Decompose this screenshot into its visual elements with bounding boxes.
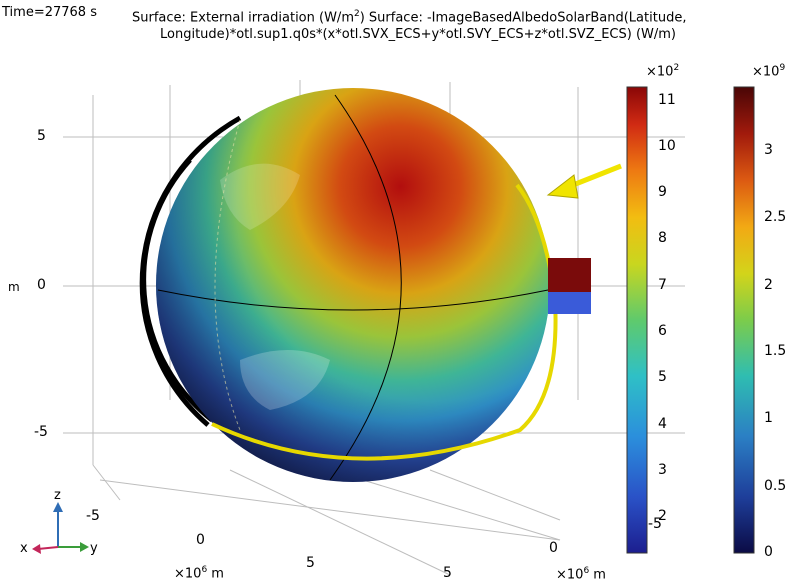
cb1-tick-4: 4 xyxy=(658,416,667,432)
orbit-dark-arc xyxy=(139,115,242,427)
cb2-tick-1.5: 1.5 xyxy=(764,343,787,359)
z-tick-neg5: -5 xyxy=(34,424,48,440)
x-tick-0: 0 xyxy=(196,532,205,548)
triad-x-label: x xyxy=(20,541,28,556)
y-tick-5: 5 xyxy=(443,565,452,581)
y-unit-label: ×106 m xyxy=(556,566,606,583)
plot-title-line1: Surface: External irradiation (W/m2) Sur… xyxy=(132,9,687,26)
colorbar-irradiation-exponent: ×102 xyxy=(646,63,680,80)
continent-australia xyxy=(240,350,330,410)
cb1-tick-11: 11 xyxy=(658,92,676,108)
satellite-panel-top xyxy=(548,258,591,292)
cb2-tick-2: 2 xyxy=(764,277,773,293)
colorbar-albedo-exponent: ×109 xyxy=(752,63,786,80)
x-tick-5: 5 xyxy=(306,555,315,571)
x-unit-label: ×106 m xyxy=(174,565,224,582)
z-unit-label: m xyxy=(8,280,20,294)
terminator-line xyxy=(214,119,241,431)
colorbar-irradiation xyxy=(626,86,648,554)
satellite-panel-bottom xyxy=(548,292,591,314)
cb1-tick-8: 8 xyxy=(658,230,667,246)
cb2-tick-0.5: 0.5 xyxy=(764,478,787,494)
cb1-tick-5: 5 xyxy=(658,369,667,385)
time-label: Time=27768 s xyxy=(2,5,97,20)
earth-equator xyxy=(157,289,549,311)
x-tick-neg5: -5 xyxy=(86,508,100,524)
triad-z-label: z xyxy=(54,488,61,503)
colorbar-albedo xyxy=(733,86,755,554)
cb1-overlap-label: -5 xyxy=(648,516,662,532)
orbit-lit-arc xyxy=(211,183,558,461)
sun-direction-arrow xyxy=(546,163,622,199)
z-tick-5: 5 xyxy=(37,128,46,144)
earth-meridian xyxy=(329,94,402,481)
cb1-tick-9: 9 xyxy=(658,184,667,200)
cb1-tick-2: 2 xyxy=(658,508,667,524)
cb1-tick-6: 6 xyxy=(658,323,667,339)
cb2-tick-3: 3 xyxy=(764,142,773,158)
z-tick-0: 0 xyxy=(37,277,46,293)
y-tick-0: 0 xyxy=(549,540,558,556)
coordinate-triad xyxy=(32,502,89,554)
triad-y-label: y xyxy=(90,541,98,556)
cb2-tick-0: 0 xyxy=(764,544,773,560)
cb2-tick-1: 1 xyxy=(764,410,773,426)
continent-asia xyxy=(220,163,300,230)
cb1-tick-3: 3 xyxy=(658,462,667,478)
earth-shading xyxy=(156,88,550,482)
cb2-tick-2.5: 2.5 xyxy=(764,209,787,225)
cb1-tick-10: 10 xyxy=(658,138,676,154)
plot-title-line2: Longitude)*otl.sup1.q0s*(x*otl.SVX_ECS+y… xyxy=(160,27,677,42)
cb1-tick-7: 7 xyxy=(658,277,667,293)
